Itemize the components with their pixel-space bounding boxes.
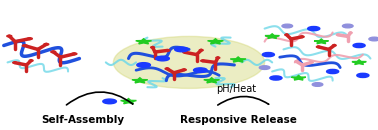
Circle shape — [349, 32, 352, 33]
Circle shape — [285, 34, 288, 35]
Circle shape — [151, 47, 155, 48]
Circle shape — [310, 62, 313, 63]
Circle shape — [301, 36, 304, 37]
Circle shape — [270, 76, 282, 80]
Circle shape — [72, 53, 77, 55]
Circle shape — [282, 24, 293, 28]
Circle shape — [295, 61, 298, 62]
Circle shape — [22, 45, 27, 47]
Circle shape — [353, 43, 365, 48]
Polygon shape — [265, 34, 279, 38]
Circle shape — [312, 83, 323, 86]
Circle shape — [165, 68, 169, 69]
Circle shape — [262, 53, 274, 57]
Circle shape — [13, 62, 17, 63]
Polygon shape — [121, 99, 136, 104]
Circle shape — [183, 52, 187, 53]
Polygon shape — [352, 60, 366, 64]
Circle shape — [357, 73, 369, 77]
Polygon shape — [291, 75, 306, 80]
Polygon shape — [136, 39, 152, 44]
Polygon shape — [204, 78, 220, 83]
Circle shape — [103, 99, 116, 104]
FancyArrowPatch shape — [218, 96, 269, 105]
Circle shape — [182, 69, 186, 70]
Circle shape — [166, 50, 170, 51]
Circle shape — [44, 44, 49, 45]
Circle shape — [216, 57, 220, 58]
Polygon shape — [132, 78, 148, 83]
Circle shape — [333, 45, 336, 46]
Text: Responsive Release: Responsive Release — [180, 115, 297, 125]
Circle shape — [308, 27, 320, 31]
Polygon shape — [314, 39, 328, 44]
Polygon shape — [208, 39, 223, 44]
Circle shape — [156, 56, 169, 61]
Circle shape — [27, 38, 32, 40]
Circle shape — [316, 46, 320, 47]
Text: pH/Heat: pH/Heat — [216, 84, 256, 94]
Circle shape — [259, 66, 270, 69]
Circle shape — [194, 68, 207, 73]
Circle shape — [113, 36, 265, 88]
Circle shape — [29, 60, 33, 61]
Circle shape — [51, 51, 56, 53]
Circle shape — [7, 35, 12, 37]
Polygon shape — [230, 57, 246, 62]
FancyArrowPatch shape — [67, 92, 133, 105]
Circle shape — [137, 63, 150, 67]
Circle shape — [199, 50, 203, 51]
Circle shape — [201, 60, 204, 61]
Circle shape — [369, 37, 378, 41]
Circle shape — [327, 69, 339, 74]
Text: Self-Assembly: Self-Assembly — [42, 115, 125, 125]
Circle shape — [175, 47, 188, 52]
Circle shape — [336, 34, 339, 35]
Circle shape — [342, 24, 353, 28]
